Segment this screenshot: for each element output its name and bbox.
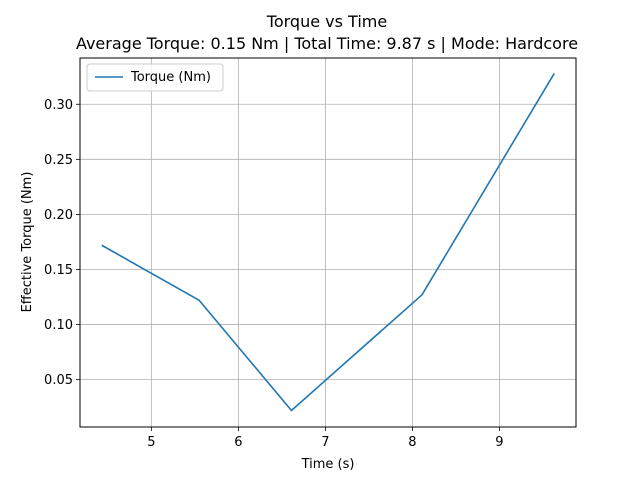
legend-box — [86, 63, 224, 92]
x-tick-label: 9 — [495, 435, 503, 450]
y-tick-label: 0.05 — [44, 373, 73, 388]
y-tick-label: 0.10 — [44, 318, 73, 333]
series-group — [101, 73, 555, 412]
x-tick-label: 8 — [408, 435, 416, 450]
chart-subtitle: Average Torque: 0.15 Nm | Total Time: 9.… — [76, 34, 578, 53]
y-axis-label: Effective Torque (Nm) — [20, 172, 35, 313]
legend: Torque (Nm) — [86, 63, 224, 92]
x-axis-label: Time (s) — [301, 457, 355, 472]
x-tick-label: 7 — [321, 435, 329, 450]
y-tick-label: 0.25 — [44, 153, 73, 168]
grid-lines — [80, 58, 576, 427]
series-line-torque — [101, 73, 555, 412]
y-tick-label: 0.30 — [44, 98, 73, 113]
plot-frame — [79, 57, 577, 428]
x-tick-label: 5 — [147, 435, 155, 450]
y-tick-label: 0.15 — [44, 263, 73, 278]
legend-label-torque: Torque (Nm) — [130, 70, 211, 85]
axis-ticks: 5 6 7 8 9 0.05 0.10 0.15 0.20 0.25 0.30 — [44, 98, 504, 450]
chart-title: Torque vs Time — [266, 12, 387, 31]
x-tick-label: 6 — [234, 435, 242, 450]
y-tick-label: 0.20 — [44, 208, 73, 223]
